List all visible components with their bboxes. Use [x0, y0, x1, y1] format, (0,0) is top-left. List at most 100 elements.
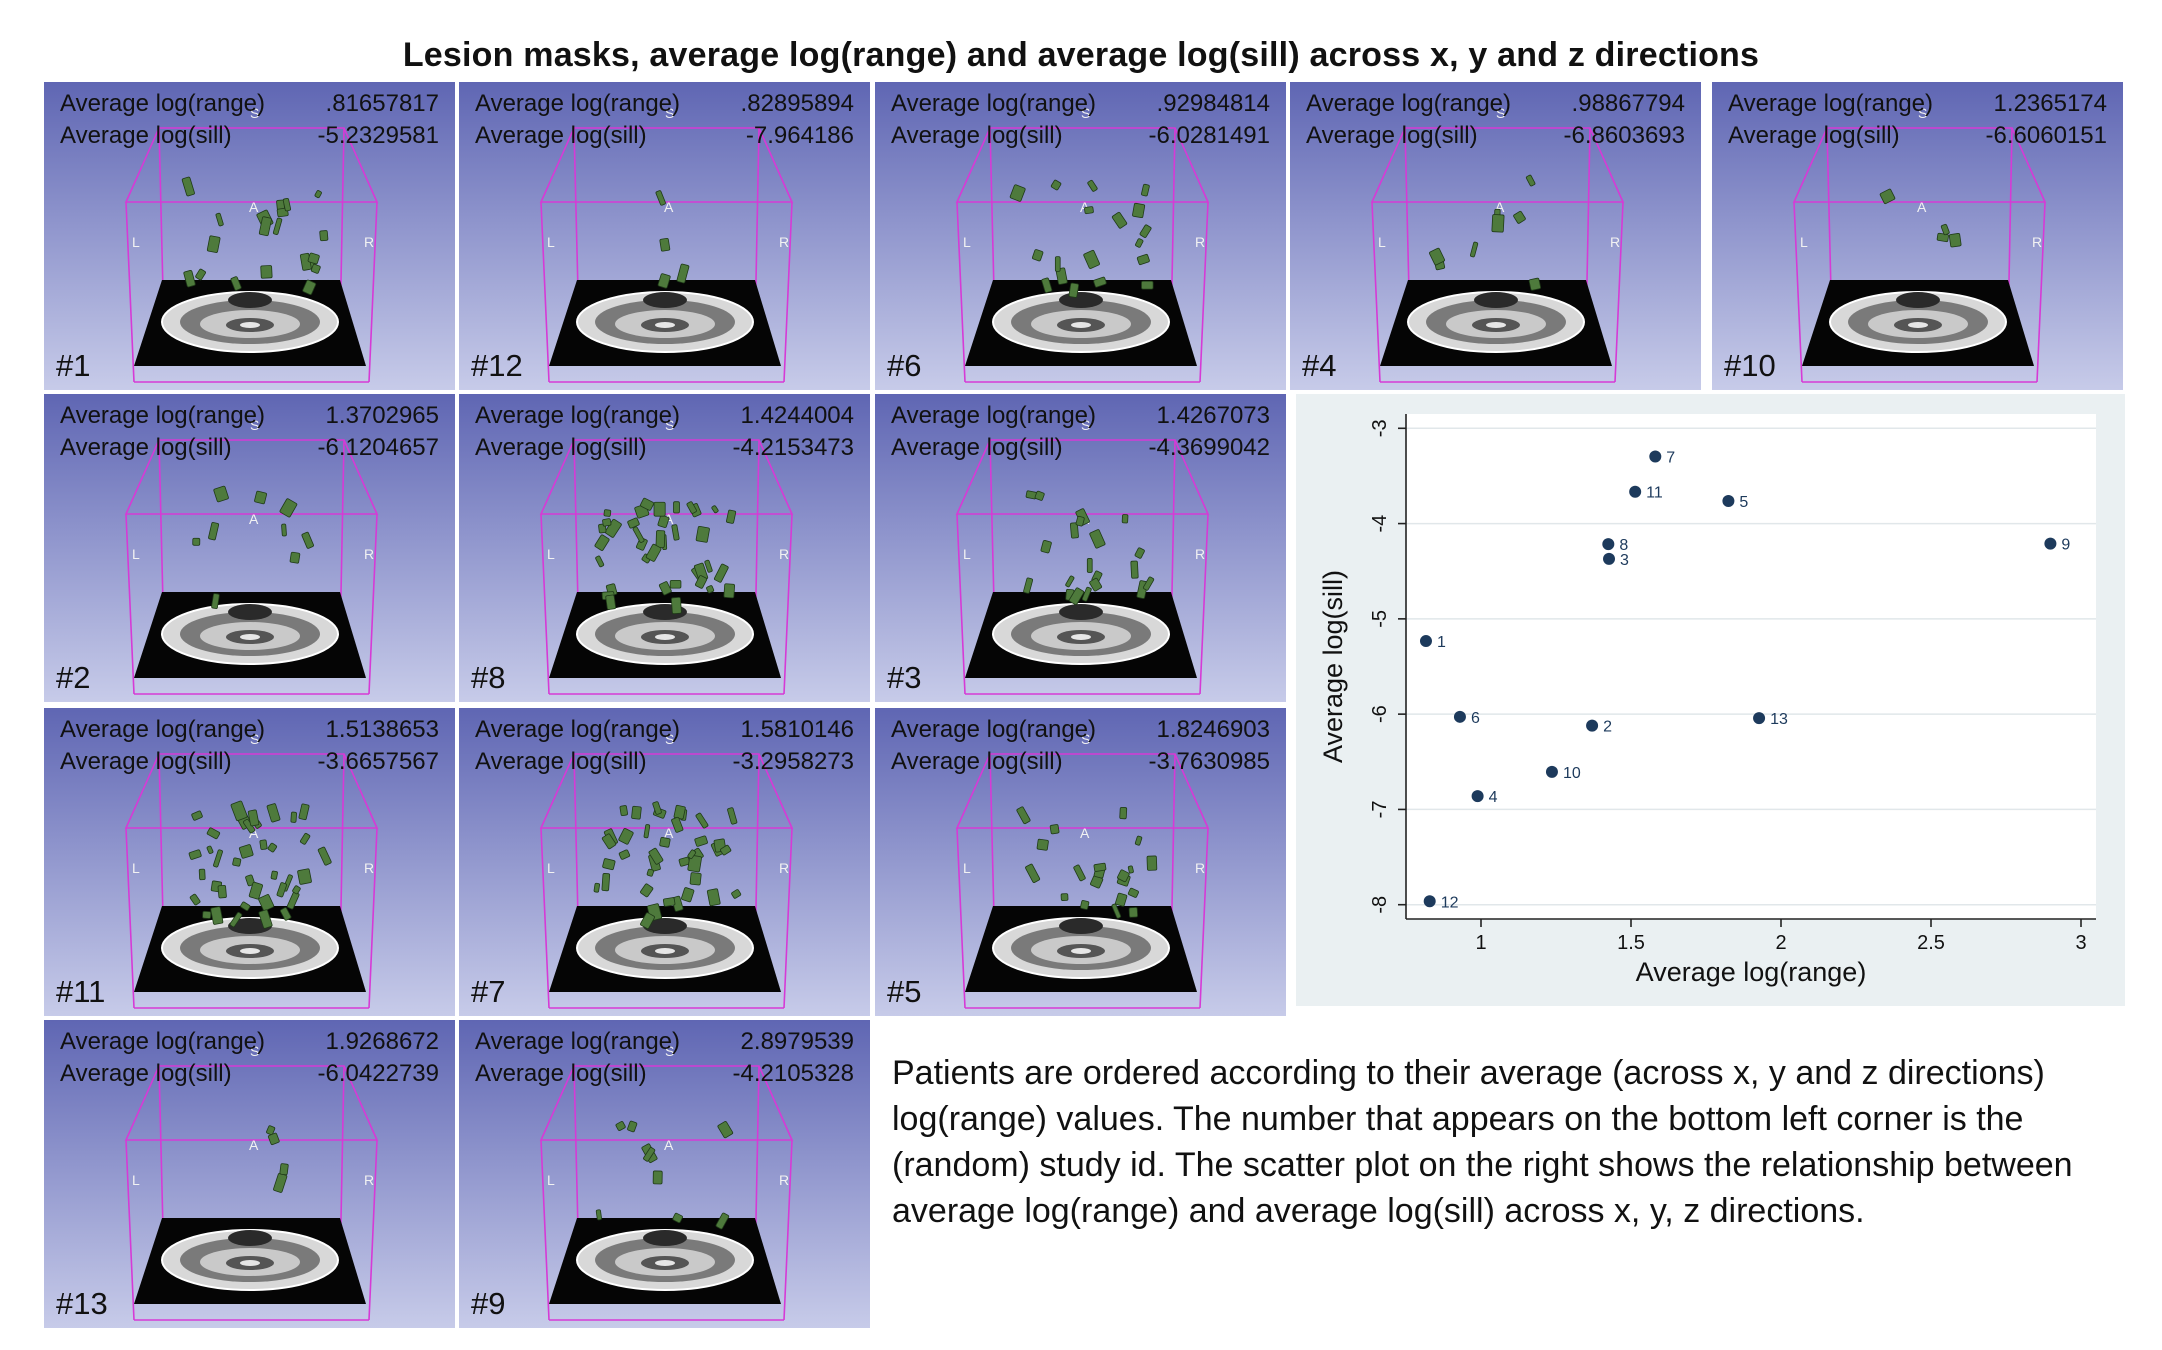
y-tick-label: -8	[1369, 896, 1391, 914]
range-label: Average log(range)	[475, 716, 681, 743]
range-label: Average log(range)	[475, 1028, 681, 1055]
lesion-fragment	[687, 854, 702, 873]
orientation-label-l: L	[547, 234, 555, 250]
range-value: 1.3702965	[325, 402, 439, 429]
lesion-fragment	[188, 849, 202, 860]
lesion-fragment	[673, 501, 680, 514]
lesion-fragment	[602, 858, 616, 871]
lesion-fragment	[1525, 174, 1536, 187]
lesion-fragment	[669, 579, 682, 589]
lesion-fragment	[245, 874, 255, 887]
range-value: .92984814	[1156, 90, 1270, 117]
lesion-fragment	[300, 832, 311, 845]
lesion-mask	[655, 190, 690, 289]
lesion-fragment	[259, 839, 268, 850]
lesion-fragment	[627, 1120, 638, 1133]
sill-value: -6.0281491	[1148, 122, 1270, 149]
sill-value: -6.6060151	[1985, 122, 2107, 149]
lesion-mask	[181, 176, 329, 296]
point-label: 11	[1646, 485, 1663, 502]
point-label: 8	[1619, 537, 1628, 554]
lesion-fragment	[258, 894, 275, 912]
lesion-fragment	[208, 522, 220, 541]
patient-id: #5	[887, 974, 922, 1009]
lesion-fragment	[1470, 241, 1479, 258]
lesion-fragment	[1093, 862, 1107, 872]
patient-id: #2	[56, 660, 91, 695]
range-label: Average log(range)	[60, 1028, 266, 1055]
lesion-fragment	[672, 1212, 683, 1224]
lesion-panel: L R A S Average log(range) 2.8979539 Averag…	[459, 1020, 870, 1328]
lesion-fragment	[1050, 179, 1062, 191]
lesion-fragment	[706, 888, 721, 907]
lesion-fragment	[1136, 253, 1150, 266]
point-label: 13	[1770, 711, 1788, 728]
lesion-fragment	[1111, 211, 1128, 229]
sill-label: Average log(sill)	[60, 1060, 232, 1087]
orientation-label-l: L	[547, 1172, 555, 1188]
lesion-fragment	[1513, 210, 1526, 224]
sill-row: Average log(sill) -6.6060151	[1728, 120, 2107, 152]
lesion-panel: L R A S Average log(range) 1.3702965 Averag…	[44, 394, 455, 702]
lesion-fragment	[1127, 865, 1134, 874]
lesion-fragment	[1111, 903, 1122, 919]
lesion-mask	[1879, 188, 1962, 248]
lesion-fragment	[655, 190, 666, 206]
lesion-fragment	[181, 176, 195, 197]
lesion-fragment	[681, 887, 695, 903]
y-tick-label: -5	[1369, 610, 1391, 628]
lesion-fragment	[266, 803, 281, 823]
range-label: Average log(range)	[1306, 90, 1512, 117]
panel-stats: Average log(range) 1.3702965 Average log…	[60, 400, 439, 464]
range-row: Average log(range) 2.8979539	[475, 1026, 854, 1058]
lesion-fragment	[643, 824, 651, 839]
lesion-fragment	[706, 585, 715, 594]
lesion-fragment	[210, 906, 224, 925]
lesion-fragment	[618, 849, 631, 860]
lesion-fragment	[202, 910, 212, 919]
panel-stats: Average log(range) 1.8246903 Average log…	[891, 714, 1270, 778]
panel-stats: Average log(range) .98867794 Average log…	[1306, 88, 1685, 152]
sill-value: -4.2153473	[732, 434, 854, 461]
lesion-fragment	[640, 883, 654, 898]
lesion-fragment	[1879, 188, 1896, 205]
sill-row: Average log(sill) -5.2329581	[60, 120, 439, 152]
lesion-fragment	[248, 881, 263, 900]
panel-stats: Average log(range) 1.2365174 Average log…	[1728, 88, 2107, 152]
x-axis-label: Average log(range)	[1636, 957, 1867, 987]
brain-slice	[1829, 291, 2007, 353]
range-value: 1.4267073	[1156, 402, 1270, 429]
lesion-fragment	[290, 811, 297, 823]
lesion-fragment	[715, 1212, 730, 1230]
brain-slice	[576, 603, 754, 665]
lesion-fragment	[727, 807, 738, 825]
lesion-fragment	[267, 842, 278, 853]
lesion-fragment	[270, 870, 278, 880]
sill-label: Average log(sill)	[475, 748, 647, 775]
lesion-fragment	[1121, 514, 1129, 524]
lesion-fragment	[695, 812, 709, 829]
x-tick-label: 2.5	[1917, 932, 1945, 954]
point-label: 5	[1739, 494, 1748, 511]
lesion-fragment	[289, 551, 301, 564]
lesion-fragment	[1146, 855, 1158, 871]
lesion-fragment	[217, 884, 227, 899]
lesion-panel: L R A S Average log(range) .98867794 Averag…	[1290, 82, 1701, 390]
orientation-label-s: S	[665, 1043, 674, 1059]
lesion-fragment	[230, 800, 248, 822]
lesion-fragment	[673, 804, 686, 820]
lesion-fragment	[273, 1172, 288, 1193]
lesion-fragment	[1130, 560, 1139, 579]
brain-slice	[576, 1229, 754, 1291]
point-label: 9	[2061, 537, 2070, 554]
lesion-fragment	[301, 531, 314, 549]
lesion-fragment	[1940, 223, 1950, 236]
lesion-fragment	[238, 844, 254, 859]
range-row: Average log(range) 1.5810146	[475, 714, 854, 746]
lesion-panel: L R A S Average log(range) 1.9268672 Averag…	[44, 1020, 455, 1328]
